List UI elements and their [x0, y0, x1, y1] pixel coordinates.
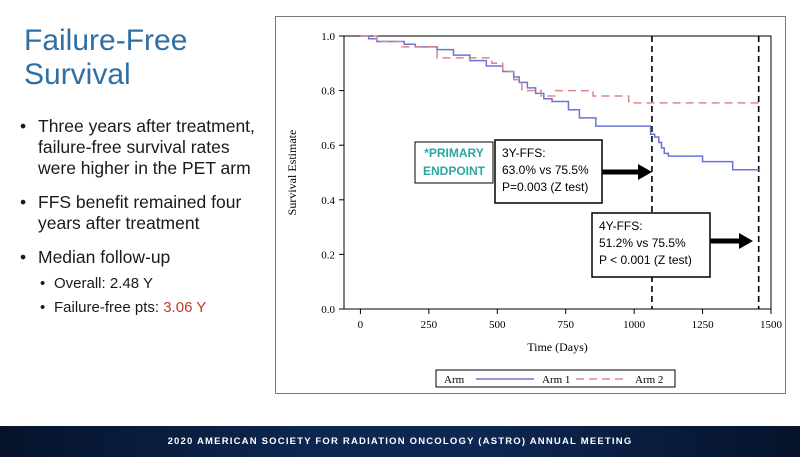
- sub-bullet-failure-free-label: Failure-free pts:: [54, 299, 164, 316]
- footer-bar: [0, 426, 800, 457]
- 3y-ffs-box: [494, 139, 603, 204]
- sub-bullet-list: Overall: 2.48 Y Failure-free pts: 3.06 Y: [38, 274, 272, 318]
- 3y-ffs-arrow-head: [638, 164, 652, 180]
- y-tick-label: 0.8: [321, 86, 335, 98]
- 4y-ffs-arrow-head: [739, 233, 753, 249]
- x-tick-label: 1000: [623, 319, 646, 331]
- slide-title: Failure-Free Survival: [24, 24, 188, 91]
- y-axis-label: Survival Estimate: [285, 130, 299, 216]
- 4y-ffs-line-1: 4Y-FFS:: [599, 219, 643, 233]
- primary-endpoint-line-2: ENDPOINT: [423, 164, 486, 178]
- 4y-ffs-line-2: 51.2% vs 75.5%: [599, 236, 686, 250]
- bullet-four-year: FFS benefit remained four years after tr…: [20, 192, 272, 234]
- series-line-arm-2: [360, 35, 761, 104]
- series-line-arm-1: [360, 35, 761, 171]
- 3y-ffs-line-1: 3Y-FFS:: [502, 146, 546, 160]
- bullet-list: Three years after treatment, failure-fre…: [20, 116, 272, 331]
- x-tick-label: 750: [557, 319, 574, 331]
- primary-endpoint-line-1: *PRIMARY: [424, 146, 484, 160]
- legend-label-arm-2: Arm 2: [635, 374, 663, 386]
- x-tick-label: 1500: [760, 319, 783, 331]
- primary-endpoint-box: [414, 141, 494, 184]
- 4y-ffs-box: [591, 212, 711, 278]
- y-tick-label: 0.2: [321, 249, 335, 261]
- y-tick-label: 1.0: [321, 31, 335, 43]
- legend-label-arm-1: Arm 1: [542, 374, 570, 386]
- figure-frame: 0.0 0.2 0.4 0.6 0.8 1.0 0 250 500 750 1000 1250 1500…: [275, 16, 786, 394]
- legend-title: Arm: [444, 374, 465, 386]
- 4y-ffs-line-3: P < 0.001 (Z test): [599, 253, 692, 267]
- y-tick-label: 0.4: [321, 195, 335, 207]
- footer-text: 2020 AMERICAN SOCIETY FOR RADIATION ONCO…: [167, 436, 633, 447]
- x-tick-label: 500: [489, 319, 506, 331]
- survival-chart: 0.0 0.2 0.4 0.6 0.8 1.0 0 250 500 750 1000 1250 1500…: [285, 31, 783, 388]
- x-tick-label: 250: [421, 319, 438, 331]
- sub-bullet-overall: Overall: 2.48 Y: [38, 274, 272, 294]
- plot-area: [343, 35, 772, 310]
- sub-bullet-failure-free-value: 3.06 Y: [163, 299, 207, 316]
- sub-bullet-failure-free: Failure-free pts: 3.06 Y: [38, 298, 272, 318]
- x-axis-label: Time (Days): [527, 340, 588, 354]
- legend-box: [435, 369, 676, 388]
- x-tick-label: 0: [358, 319, 364, 331]
- bullet-three-year: Three years after treatment, failure-fre…: [20, 116, 272, 179]
- bullet-median-follow-up: Median follow-up Overall: 2.48 Y Failure…: [20, 247, 272, 318]
- bullet-median-label: Median follow-up: [38, 247, 171, 267]
- x-tick-label: 1250: [692, 319, 715, 331]
- y-tick-label: 0.6: [321, 140, 335, 152]
- 3y-ffs-line-3: P=0.003 (Z test): [502, 180, 588, 194]
- y-tick-label: 0.0: [321, 304, 335, 316]
- 3y-ffs-line-2: 63.0% vs 75.5%: [502, 163, 589, 177]
